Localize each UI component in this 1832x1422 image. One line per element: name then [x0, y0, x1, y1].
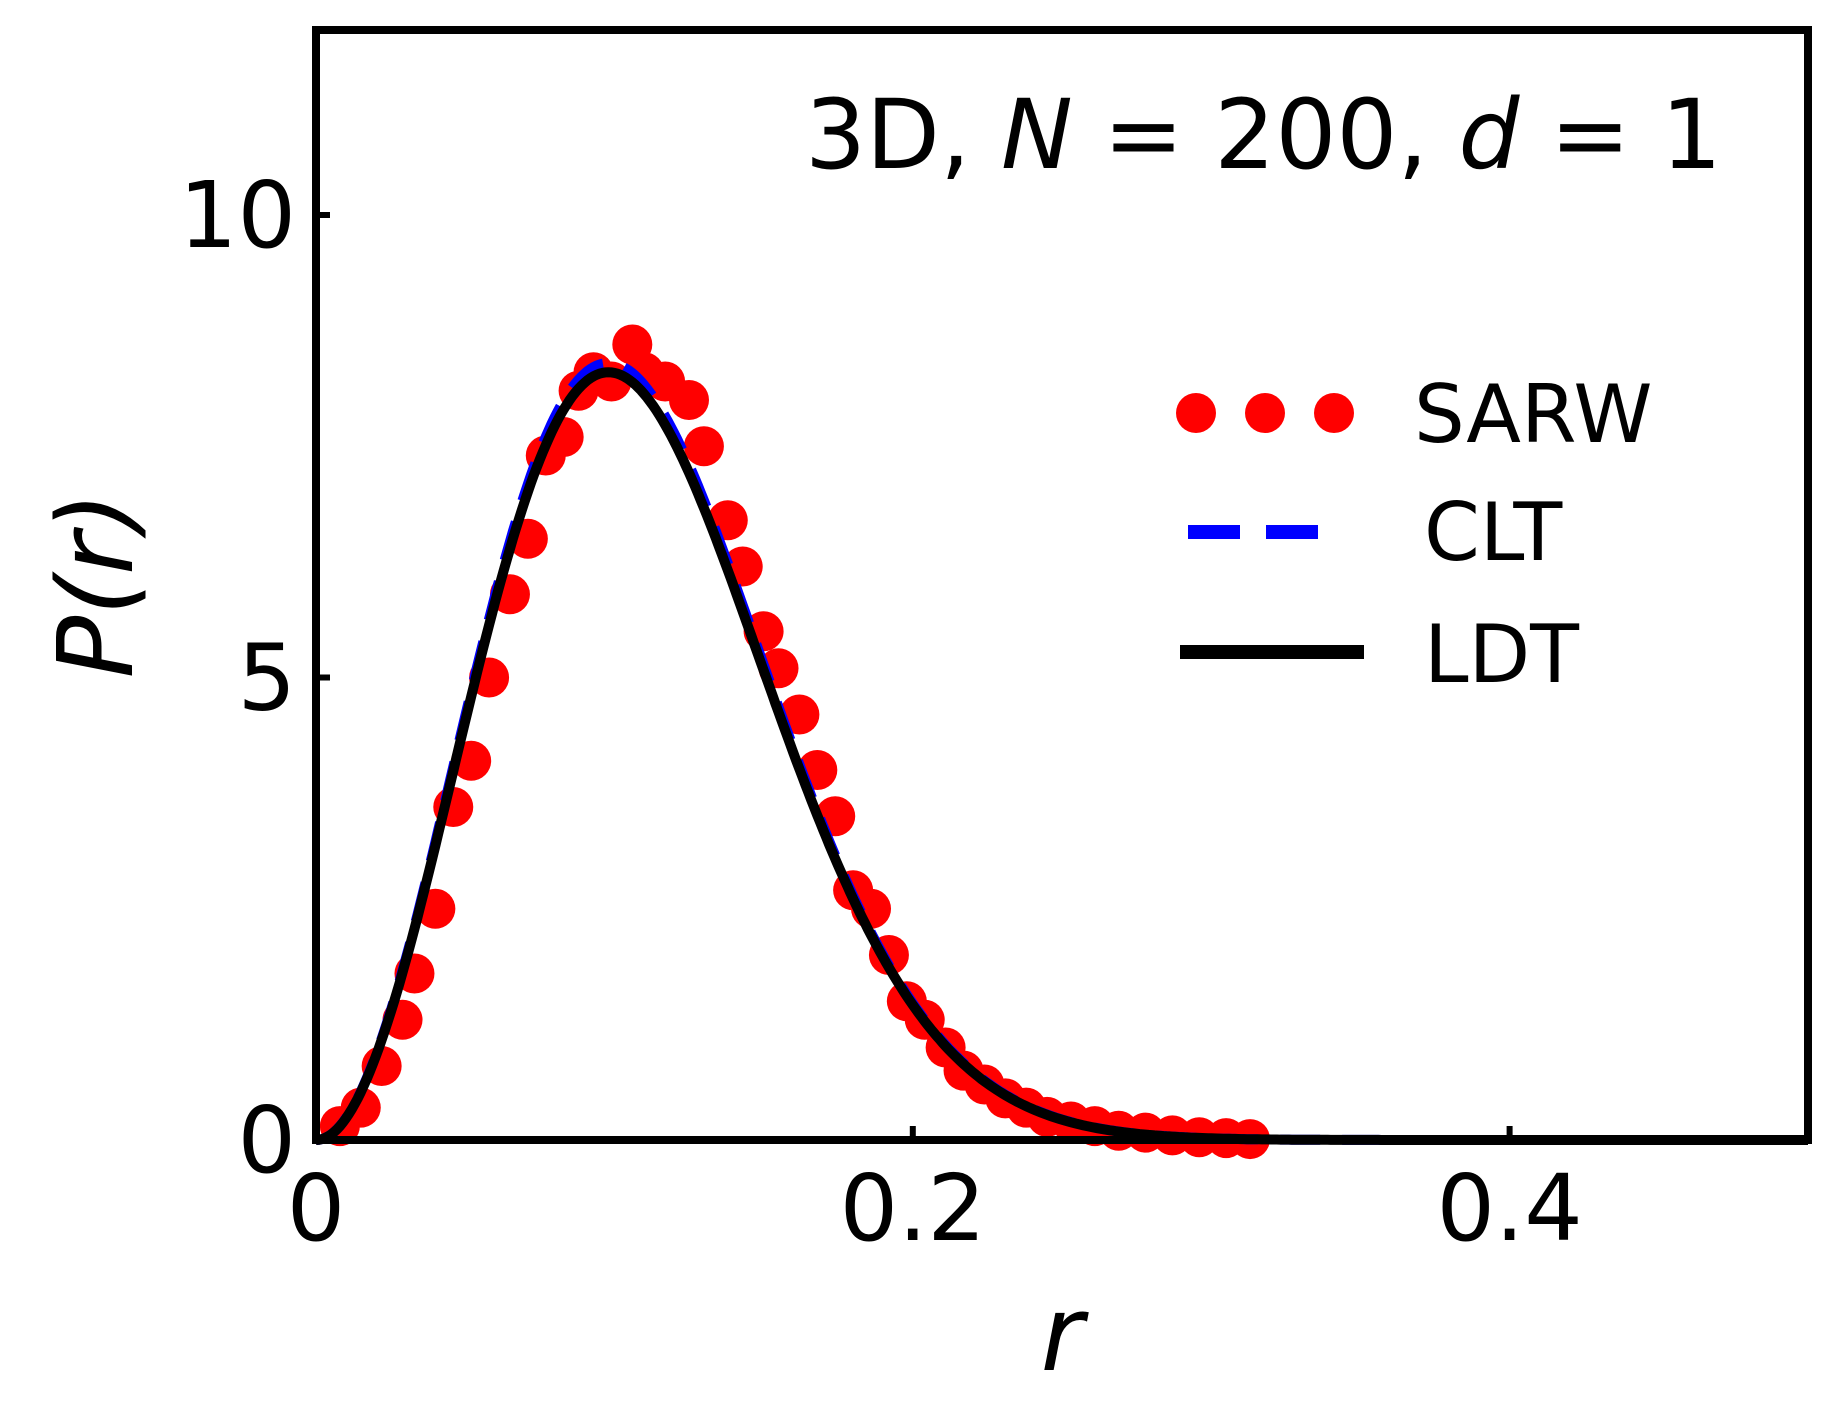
- y-ticks: 0 5 10: [179, 162, 330, 1194]
- legend-item-sarw: SARW: [1176, 368, 1652, 461]
- plot-frame: [312, 26, 1812, 1144]
- y-tick-label-0: 0: [237, 1087, 296, 1194]
- legend-label-sarw: SARW: [1414, 368, 1652, 461]
- legend-marker-sarw-1: [1176, 393, 1216, 433]
- x-tick-label-0: 0: [287, 1155, 346, 1262]
- legend-label-clt: CLT: [1424, 486, 1563, 579]
- x-tick-label-1: 0.2: [840, 1155, 986, 1262]
- legend-marker-sarw-3: [1314, 393, 1354, 433]
- sarw-point-20: [683, 426, 724, 467]
- ldt-curve: [315, 367, 1808, 1145]
- y-tick-label-2: 10: [179, 162, 296, 269]
- x-tick-label-2: 0.4: [1436, 1155, 1582, 1262]
- sarw-point-19: [669, 380, 709, 420]
- clt-curve: [315, 357, 1808, 1145]
- plot-area: [315, 324, 1808, 1160]
- legend-marker-sarw-2: [1245, 393, 1285, 433]
- y-axis-label: P(r): [35, 492, 157, 679]
- legend-item-ldt: LDT: [1180, 608, 1580, 701]
- legend-label-ldt: LDT: [1424, 608, 1580, 701]
- chart-annotation: 3D, N = 200, d = 1: [805, 79, 1722, 191]
- x-axis-label: r: [1041, 1273, 1090, 1395]
- legend: SARW CLT LDT: [1176, 368, 1652, 701]
- y-tick-label-1: 5: [237, 625, 296, 732]
- legend-item-clt: CLT: [1188, 486, 1563, 579]
- x-ticks: 0 0.2 0.4: [287, 1126, 1583, 1262]
